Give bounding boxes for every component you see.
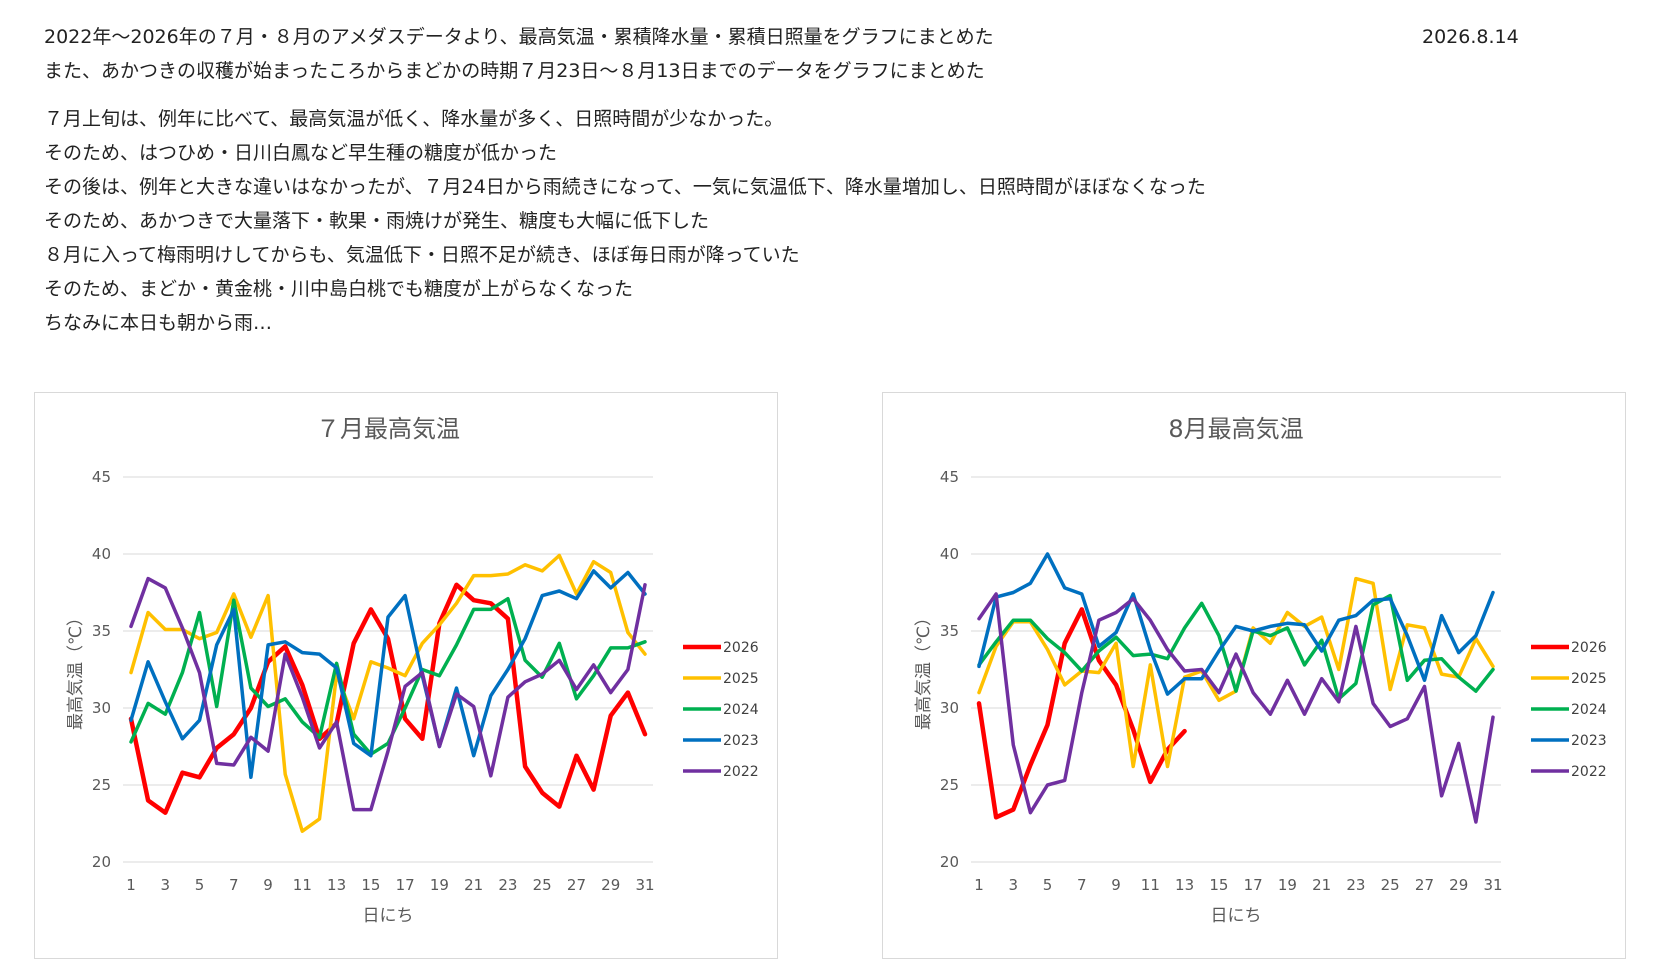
legend-label-2026: 2026 bbox=[723, 640, 759, 656]
x-tick-label: 31 bbox=[635, 876, 654, 894]
legend-label-2025: 2025 bbox=[723, 671, 759, 687]
x-axis-label: 日にち bbox=[363, 906, 414, 926]
x-tick-label: 27 bbox=[567, 876, 586, 894]
x-tick-label: 11 bbox=[293, 876, 312, 894]
legend-label-2022: 2022 bbox=[1571, 764, 1607, 780]
legend-label-2023: 2023 bbox=[723, 733, 759, 749]
y-tick-label: 20 bbox=[92, 853, 111, 871]
legend-label-2026: 2026 bbox=[1571, 640, 1607, 656]
x-tick-label: 13 bbox=[1175, 876, 1194, 894]
series-line-2023 bbox=[977, 552, 1495, 696]
x-tick-label: 23 bbox=[498, 876, 517, 894]
note-line-1: ７月上旬は、例年に比べて、最高気温が低く、降水量が多く、日照時間が少なかった。 bbox=[44, 108, 784, 130]
x-tick-label: 17 bbox=[396, 876, 415, 894]
note-line-6: そのため、まどか・黄金桃・川中島白桃でも糖度が上がらなくなった bbox=[44, 278, 634, 300]
chart-title: 8月最高気温 bbox=[1168, 415, 1303, 443]
y-axis-label: 最高気温（℃） bbox=[914, 609, 934, 730]
note-line-7: ちなみに本日も朝から雨… bbox=[44, 312, 273, 334]
x-tick-label: 13 bbox=[327, 876, 346, 894]
x-axis-label: 日にち bbox=[1211, 906, 1262, 926]
x-tick-label: 15 bbox=[361, 876, 380, 894]
note-line-3: その後は、例年と大きな違いはなかったが、７月24日から雨続きになって、一気に気温… bbox=[44, 176, 1206, 198]
y-tick-label: 45 bbox=[940, 468, 959, 486]
y-tick-label: 25 bbox=[92, 776, 111, 794]
x-tick-label: 27 bbox=[1415, 876, 1434, 894]
legend-label-2024: 2024 bbox=[723, 702, 759, 718]
y-tick-label: 35 bbox=[940, 622, 959, 640]
intro-text: 2022年～2026年の７月・８月のアメダスデータより、最高気温・累積降水量・累… bbox=[44, 20, 1504, 340]
x-tick-label: 11 bbox=[1141, 876, 1160, 894]
x-tick-label: 31 bbox=[1483, 876, 1502, 894]
x-tick-label: 23 bbox=[1346, 876, 1365, 894]
legend-label-2024: 2024 bbox=[1571, 702, 1607, 718]
x-tick-label: 15 bbox=[1209, 876, 1228, 894]
x-tick-label: 25 bbox=[533, 876, 552, 894]
x-tick-label: 3 bbox=[1008, 876, 1018, 894]
series-line-2026 bbox=[976, 607, 1187, 820]
x-tick-label: 3 bbox=[160, 876, 170, 894]
x-tick-label: 29 bbox=[1449, 876, 1468, 894]
x-tick-label: 21 bbox=[1312, 876, 1331, 894]
notes: ７月上旬は、例年に比べて、最高気温が低く、降水量が多く、日照時間が少なかった。 … bbox=[44, 102, 1504, 340]
y-tick-label: 40 bbox=[92, 545, 111, 563]
legend-label-2025: 2025 bbox=[1571, 671, 1607, 687]
header-line-2: また、あかつきの収穫が始まったころからまどかの時期７月23日～８月13日までのデ… bbox=[44, 60, 985, 82]
x-tick-label: 25 bbox=[1381, 876, 1400, 894]
x-tick-label: 9 bbox=[1111, 876, 1121, 894]
series-line-2022 bbox=[977, 592, 1495, 824]
x-tick-label: 17 bbox=[1244, 876, 1263, 894]
x-tick-label: 7 bbox=[229, 876, 239, 894]
header-line-1: 2022年～2026年の７月・８月のアメダスデータより、最高気温・累積降水量・累… bbox=[44, 26, 994, 48]
y-tick-label: 45 bbox=[92, 468, 111, 486]
legend-label-2022: 2022 bbox=[723, 764, 759, 780]
series-line-2024 bbox=[977, 593, 1495, 701]
x-tick-label: 29 bbox=[601, 876, 620, 894]
y-tick-label: 40 bbox=[940, 545, 959, 563]
y-axis-label: 最高気温（℃） bbox=[66, 609, 86, 730]
x-tick-label: 9 bbox=[263, 876, 273, 894]
series-line-2023 bbox=[129, 569, 647, 780]
x-tick-label: 1 bbox=[974, 876, 984, 894]
x-tick-label: 19 bbox=[1278, 876, 1297, 894]
july-chart: ７月最高気温 20 25 30 35 40 45 1 3 5 7 9 11 13 15 17 19 21 23 25 2… bbox=[34, 392, 778, 959]
x-tick-label: 5 bbox=[195, 876, 205, 894]
chart-title: ７月最高気温 bbox=[316, 415, 460, 443]
report-date: 2026.8.14 bbox=[1422, 26, 1519, 48]
y-tick-label: 30 bbox=[92, 699, 111, 717]
note-line-5: ８月に入って梅雨明けしてからも、気温低下・日照不足が続き、ほぼ毎日雨が降っていた bbox=[44, 244, 800, 266]
x-tick-label: 19 bbox=[430, 876, 449, 894]
y-tick-label: 25 bbox=[940, 776, 959, 794]
legend-label-2023: 2023 bbox=[1571, 733, 1607, 749]
y-tick-label: 20 bbox=[940, 853, 959, 871]
y-tick-label: 30 bbox=[940, 699, 959, 717]
series-line-2026 bbox=[128, 582, 648, 815]
x-tick-label: 21 bbox=[464, 876, 483, 894]
note-line-2: そのため、はつひめ・日川白鳳など早生種の糖度が低かった bbox=[44, 142, 558, 164]
series-line-2024 bbox=[129, 596, 647, 756]
y-tick-label: 35 bbox=[92, 622, 111, 640]
series-line-2025 bbox=[129, 553, 647, 833]
x-tick-label: 7 bbox=[1077, 876, 1087, 894]
x-tick-label: 5 bbox=[1043, 876, 1053, 894]
note-line-4: そのため、あかつきで大量落下・軟果・雨焼けが発生、糖度も大幅に低下した bbox=[44, 210, 710, 232]
series-line-2022 bbox=[129, 576, 647, 812]
august-chart: 8月最高気温 20 25 30 35 40 45 1 3 5 7 9 11 13 15 17 19 21 23 25 2… bbox=[882, 392, 1626, 959]
x-tick-label: 1 bbox=[126, 876, 136, 894]
